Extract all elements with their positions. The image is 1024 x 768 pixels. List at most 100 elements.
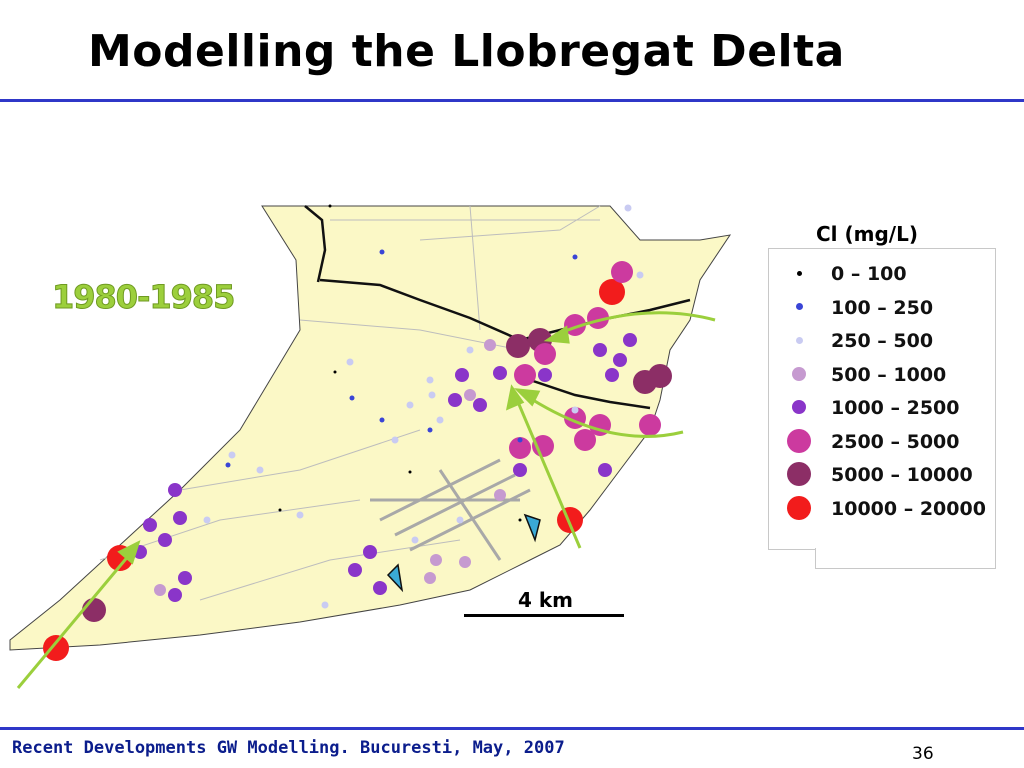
legend-title: Cl (mg/L) [816,222,918,246]
sample-point [426,376,434,384]
sample-point [379,249,385,255]
sample-point [168,483,182,497]
sample-point [484,339,496,351]
slide-title: Modelling the Llobregat Delta [88,26,845,77]
sample-point [557,507,583,533]
sample-point [514,364,536,386]
sample-point [459,556,471,568]
sample-point [430,554,442,566]
sample-point [624,204,632,212]
sample-point [509,437,531,459]
sample-point [538,368,552,382]
legend-label: 1000 – 2500 [831,397,960,419]
legend-box: 0 – 100 100 – 250 250 – 500 500 – 1000 1000 … [768,248,996,550]
sample-point [328,204,332,208]
sample-point [424,572,436,584]
arrow-2-head [505,384,525,411]
sample-point [599,279,625,305]
legend-symbol [796,270,802,276]
sample-point [473,398,487,412]
sample-point [143,518,157,532]
legend-label: 2500 – 5000 [831,430,960,453]
sample-point [513,463,527,477]
sample-point [391,436,399,444]
legend-symbol [792,366,806,381]
footer-divider [0,727,1024,730]
legend-symbol [787,462,811,486]
sample-point [464,389,476,401]
sample-point [613,353,627,367]
legend-item: 5000 – 10000 [769,458,995,492]
sample-point [506,334,530,358]
sample-point [348,563,362,577]
sample-point [333,370,337,374]
period-label: 1980-1985 [51,278,235,317]
sample-point [158,533,172,547]
sample-point [623,333,637,347]
legend-symbol [787,428,811,453]
sample-point [82,598,106,622]
sample-point [256,466,264,474]
sample-point [648,364,672,388]
sample-point [534,343,556,365]
legend-label: 0 – 100 [831,263,907,285]
legend-item: 10000 – 20000 [769,492,995,526]
arrow-1 [16,547,137,689]
arrow-3-head [513,388,541,407]
sample-point [517,437,523,443]
legend-item: 250 – 500 [769,324,995,358]
sample-point [598,463,612,477]
arrow-4-head [543,325,570,344]
legend-label: 5000 – 10000 [831,464,973,486]
sample-point [346,358,354,366]
intrusion-arrows [16,311,716,689]
footer-text: Recent Developments GW Modelling. Bucure… [12,738,565,758]
sample-point [349,395,355,401]
delta-landmass [9,205,732,651]
sample-point [379,417,385,423]
sample-point [408,470,412,474]
sample-point [228,451,236,459]
sample-point [574,429,596,451]
sample-point [611,261,633,283]
sample-point [363,545,377,559]
sample-point [43,635,69,661]
airport-runways [370,458,531,561]
sample-point [406,401,414,409]
arrow-4 [554,311,716,337]
delta-map [9,204,732,689]
sample-point [571,406,579,414]
arrow-1-head [117,540,141,565]
sample-point [321,601,329,609]
sample-point [593,343,607,357]
sample-point [605,368,619,382]
sample-point [278,508,282,512]
lagoons [386,513,541,593]
sample-point [296,511,304,519]
scale-bar [464,614,624,617]
sample-point [636,271,644,279]
legend-item: 100 – 250 [769,291,995,325]
legend-label: 100 – 250 [831,296,934,319]
legend-box-extension [815,548,996,569]
legend-symbol [795,336,803,344]
sample-point [572,254,578,260]
sample-point [168,588,182,602]
sample-point [466,346,474,354]
sample-point [203,516,211,524]
arrow-3 [524,393,684,438]
sample-point [373,581,387,595]
legend-label: 250 – 500 [831,330,934,352]
sample-point [639,414,661,436]
sample-point [225,462,231,468]
sample-point [436,416,444,424]
sample-point [494,489,506,501]
legend-item: 0 – 100 [769,257,995,291]
legend-label: 10000 – 20000 [831,497,986,520]
legend-symbol [792,400,806,414]
title-divider [0,99,1024,102]
legend-item: 500 – 1000 [769,358,995,392]
scale-label: 4 km [518,588,574,612]
sample-point [427,427,433,433]
legend-symbol [787,495,811,520]
